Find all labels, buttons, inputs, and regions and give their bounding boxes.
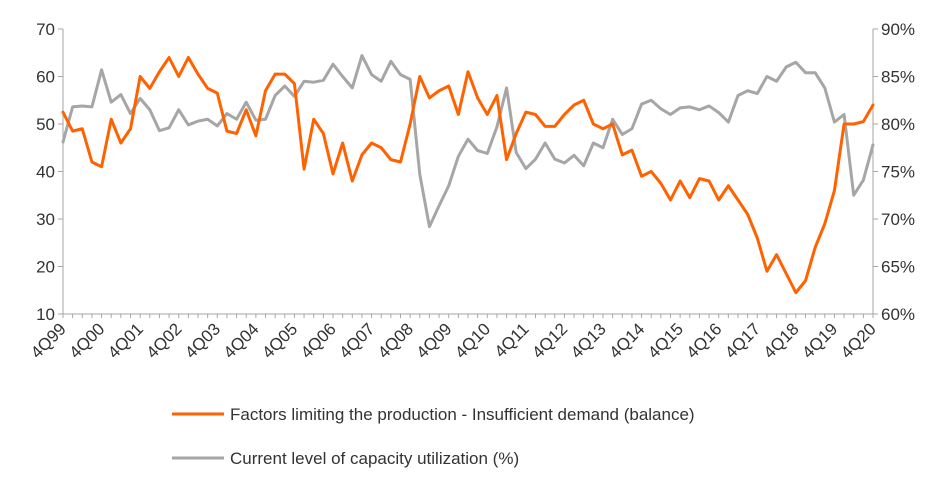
right-tick-label: 90% xyxy=(881,20,915,39)
series-line-demand xyxy=(61,56,875,295)
right-tick-label: 60% xyxy=(881,305,915,324)
right-tick-label: 70% xyxy=(881,210,915,229)
x-tick-label: 4Q12 xyxy=(528,319,571,362)
x-tick-label: 4Q15 xyxy=(644,319,687,362)
left-tick-label: 10 xyxy=(36,305,55,324)
series-line-capacity xyxy=(61,54,875,229)
right-tick-label: 80% xyxy=(881,115,915,134)
x-tick-label: 4Q06 xyxy=(297,319,340,362)
left-tick-label: 50 xyxy=(36,115,55,134)
left-tick-label: 70 xyxy=(36,20,55,39)
x-tick-label: 4Q03 xyxy=(181,319,224,362)
x-tick-label: 4Q08 xyxy=(374,319,417,362)
x-tick-label: 4Q05 xyxy=(258,319,301,362)
right-tick-label: 85% xyxy=(881,68,915,87)
x-tick-label: 4Q04 xyxy=(220,319,263,362)
x-tick-label: 4Q14 xyxy=(606,319,649,362)
x-tick-label: 4Q16 xyxy=(683,319,726,362)
left-tick-label: 20 xyxy=(36,258,55,277)
x-tick-label: 4Q17 xyxy=(721,319,764,362)
x-tick-label: 4Q00 xyxy=(66,319,109,362)
right-tick-label: 65% xyxy=(881,258,915,277)
legend: Factors limiting the production - Insuff… xyxy=(172,405,695,468)
left-tick-label: 30 xyxy=(36,210,55,229)
left-axis-ticks: 10 20 30 40 50 60 70 xyxy=(36,20,63,324)
legend-item-capacity: Current level of capacity utilization (%… xyxy=(172,449,519,468)
x-tick-label: 4Q10 xyxy=(451,319,494,362)
x-tick-label: 4Q11 xyxy=(491,319,533,361)
x-tick-label: 4Q07 xyxy=(336,319,379,362)
x-axis-ticks: 4Q994Q004Q014Q024Q034Q044Q054Q064Q074Q08… xyxy=(27,314,880,362)
x-tick-label: 4Q13 xyxy=(567,319,610,362)
x-tick-label: 4Q20 xyxy=(837,319,880,362)
right-axis-ticks: 60% 65% 70% 75% 80% 85% 90% xyxy=(873,20,915,324)
x-tick-label: 4Q01 xyxy=(104,319,147,362)
legend-label-capacity: Current level of capacity utilization (%… xyxy=(230,449,519,468)
series-layer xyxy=(61,54,875,295)
left-tick-label: 40 xyxy=(36,163,55,182)
x-tick-label: 4Q09 xyxy=(413,319,456,362)
right-tick-label: 75% xyxy=(881,163,915,182)
x-tick-label: 4Q18 xyxy=(760,319,803,362)
x-tick-label: 4Q99 xyxy=(27,319,70,362)
x-tick-label: 4Q02 xyxy=(143,319,186,362)
left-tick-label: 60 xyxy=(36,68,55,87)
legend-label-demand: Factors limiting the production - Insuff… xyxy=(230,405,695,424)
x-tick-label: 4Q19 xyxy=(798,319,841,362)
legend-item-demand: Factors limiting the production - Insuff… xyxy=(172,405,695,424)
